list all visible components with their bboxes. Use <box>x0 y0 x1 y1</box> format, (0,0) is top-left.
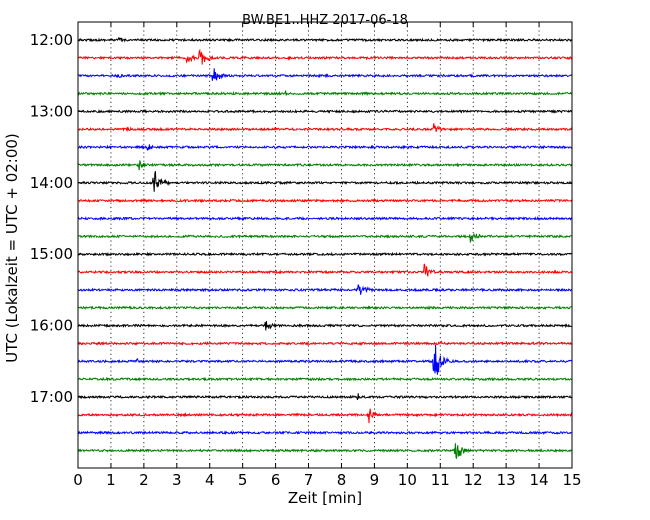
y-tick-label-1700: 17:00 <box>30 388 73 406</box>
trace-1730 <box>77 430 572 436</box>
x-tick-label-4: 4 <box>205 471 215 489</box>
x-tick-label-15: 15 <box>562 471 581 489</box>
trace-1430 <box>77 216 573 222</box>
trace-1230 <box>77 68 573 81</box>
x-tick-label-0: 0 <box>73 471 83 489</box>
y-tick-label-1600: 16:00 <box>30 317 73 335</box>
trace-1700 <box>77 393 573 401</box>
trace-1645 <box>77 376 573 382</box>
x-tick-label-12: 12 <box>464 471 483 489</box>
x-tick-label-6: 6 <box>271 471 281 489</box>
trace-1300 <box>77 108 573 115</box>
x-tick-label-9: 9 <box>370 471 380 489</box>
seismic-traces <box>77 36 573 460</box>
x-tick-label-3: 3 <box>172 471 182 489</box>
y-tick-label-1300: 13:00 <box>30 102 73 120</box>
x-tick-label-13: 13 <box>497 471 516 489</box>
trace-1745 <box>77 443 573 460</box>
y-tick-label-1400: 14:00 <box>30 174 73 192</box>
trace-1415 <box>77 198 573 204</box>
trace-1315 <box>77 123 573 133</box>
trace-1545 <box>77 305 572 311</box>
grid-lines <box>110 22 540 468</box>
x-tick-label-11: 11 <box>431 471 450 489</box>
trace-1530 <box>77 284 572 295</box>
x-tick-label-8: 8 <box>337 471 347 489</box>
trace-1630 <box>77 344 573 375</box>
x-tick-label-14: 14 <box>530 471 549 489</box>
trace-1500 <box>77 251 573 257</box>
y-axis-ticks: 12:00 13:00 14:00 15:00 16:00 17:00 <box>30 31 83 406</box>
y-tick-label-1500: 15:00 <box>30 245 73 263</box>
y-tick-label-1200: 12:00 <box>30 31 73 49</box>
trace-1400 <box>77 171 573 192</box>
trace-1330 <box>77 144 572 151</box>
plot-frame <box>77 21 573 469</box>
trace-1445 <box>77 233 572 243</box>
trace-1215 <box>77 48 573 65</box>
x-tick-label-7: 7 <box>304 471 314 489</box>
trace-1600 <box>77 321 572 331</box>
x-axis-label: Zeit [min] <box>288 489 362 507</box>
trace-1515 <box>77 263 573 277</box>
x-tick-label-1: 1 <box>106 471 116 489</box>
x-tick-label-10: 10 <box>398 471 417 489</box>
trace-1245 <box>77 90 572 97</box>
chart-title: BW.BE1..HHZ 2017-06-18 <box>242 13 408 28</box>
x-tick-label-5: 5 <box>238 471 248 489</box>
trace-1200 <box>77 36 573 43</box>
trace-1715 <box>77 408 573 424</box>
x-tick-label-2: 2 <box>139 471 149 489</box>
x-axis-ticks: 0 1 2 3 4 5 6 7 8 9 10 11 12 13 14 15 <box>73 22 582 489</box>
trace-1345 <box>77 160 573 171</box>
y-axis-label: UTC (Lokalzeit = UTC + 02:00) <box>3 133 21 363</box>
trace-1615 <box>77 340 573 346</box>
